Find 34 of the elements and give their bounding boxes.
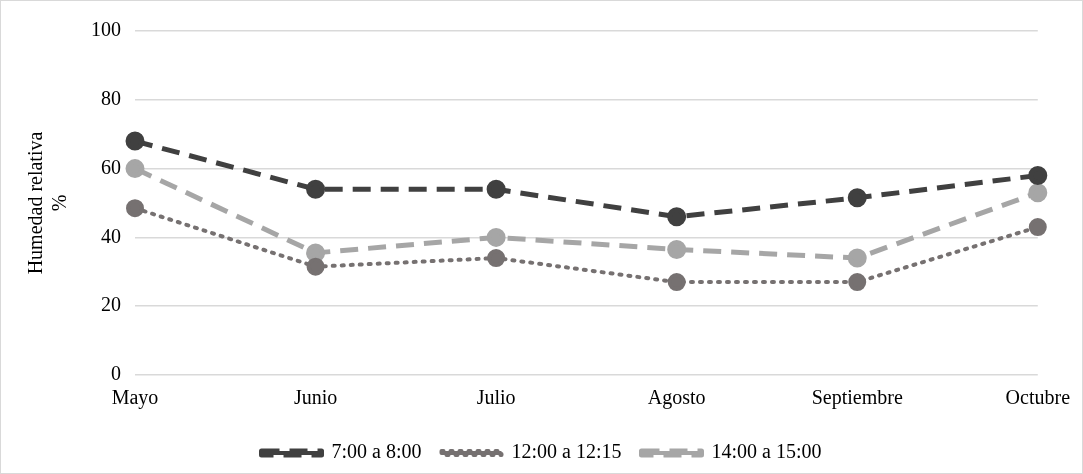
point	[847, 248, 867, 268]
legend-label: 12:00 a 12:15	[511, 440, 622, 463]
point	[486, 179, 506, 199]
x-tick-label: Agosto	[647, 386, 706, 410]
point	[1028, 218, 1047, 237]
point	[486, 227, 506, 247]
x-tick-label: Julio	[476, 386, 516, 409]
legend-label: 14:00 a 15:00	[711, 440, 822, 463]
x-tick-label: Junio	[293, 386, 338, 409]
point	[487, 249, 506, 268]
point	[848, 273, 867, 292]
y-tick-label: 100	[91, 18, 121, 41]
point	[125, 131, 145, 151]
y-axis-title: Humedad relativa %	[24, 131, 71, 275]
point	[1028, 165, 1048, 185]
point	[125, 159, 145, 179]
y-tick-label: 20	[101, 293, 121, 316]
y-tick-label: 40	[101, 224, 121, 247]
x-tick-label: Octubre	[1005, 386, 1071, 409]
point	[667, 273, 686, 292]
point	[306, 243, 326, 263]
point	[126, 199, 144, 218]
x-tick-label: Mayo	[111, 386, 159, 410]
y-tick-label: 60	[101, 155, 121, 178]
point	[667, 207, 687, 227]
point	[847, 188, 867, 208]
point	[306, 179, 326, 199]
y-tick-label: 80	[101, 87, 121, 110]
y-tick-label: 0	[111, 362, 121, 385]
point	[306, 257, 325, 276]
legend-label: 7:00 a 8:00	[331, 440, 422, 463]
point	[1028, 183, 1048, 203]
x-tick-label: Septiembre	[811, 386, 903, 410]
point	[667, 239, 687, 259]
